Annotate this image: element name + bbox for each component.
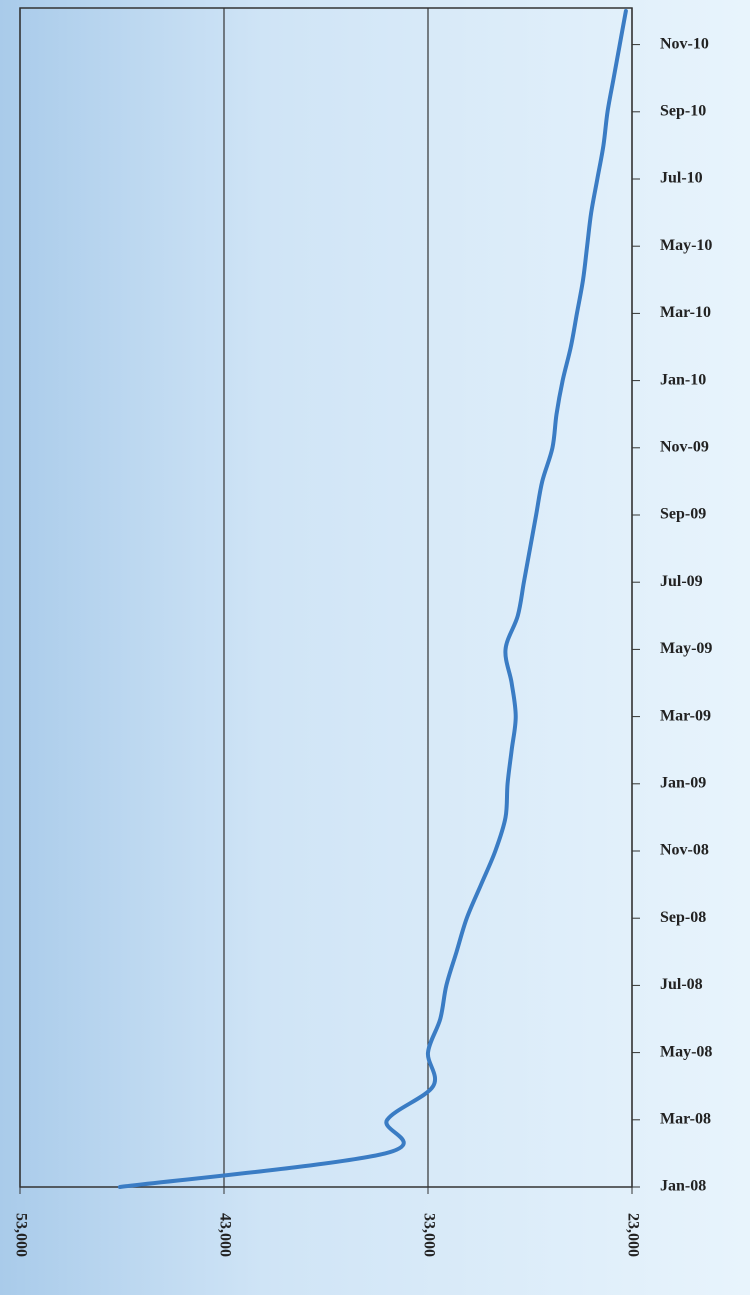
x-tick-label: 23,000 — [624, 1213, 641, 1257]
y-tick-label: Sep-09 — [660, 506, 706, 523]
y-tick-label: Jan-10 — [660, 371, 706, 388]
y-tick-label: Jan-08 — [660, 1178, 706, 1195]
y-tick-label: Nov-09 — [660, 438, 709, 455]
y-tick-label: Nov-10 — [660, 35, 709, 52]
y-tick-label: Jul-09 — [660, 573, 703, 590]
x-tick-label: 53,000 — [12, 1213, 29, 1257]
line — [117, 9, 628, 1189]
y-tick-label: May-09 — [660, 640, 712, 657]
y-tick-label: Jul-08 — [660, 976, 703, 993]
y-tick-label: Jul-10 — [660, 170, 703, 187]
y-tick-label: Sep-10 — [660, 102, 706, 119]
y-tick-label: May-10 — [660, 237, 712, 254]
x-tick-label: 33,000 — [420, 1213, 437, 1257]
y-tick-label: Nov-08 — [660, 842, 709, 859]
y-tick-label: Mar-09 — [660, 707, 711, 724]
y-tick-label: Mar-08 — [660, 1110, 711, 1127]
y-tick-label: May-08 — [660, 1043, 712, 1060]
y-tick-label: Sep-08 — [660, 909, 706, 926]
y-tick-label: Mar-10 — [660, 304, 711, 321]
y-tick-label: Jan-09 — [660, 774, 706, 791]
x-tick-label: 43,000 — [216, 1213, 233, 1257]
